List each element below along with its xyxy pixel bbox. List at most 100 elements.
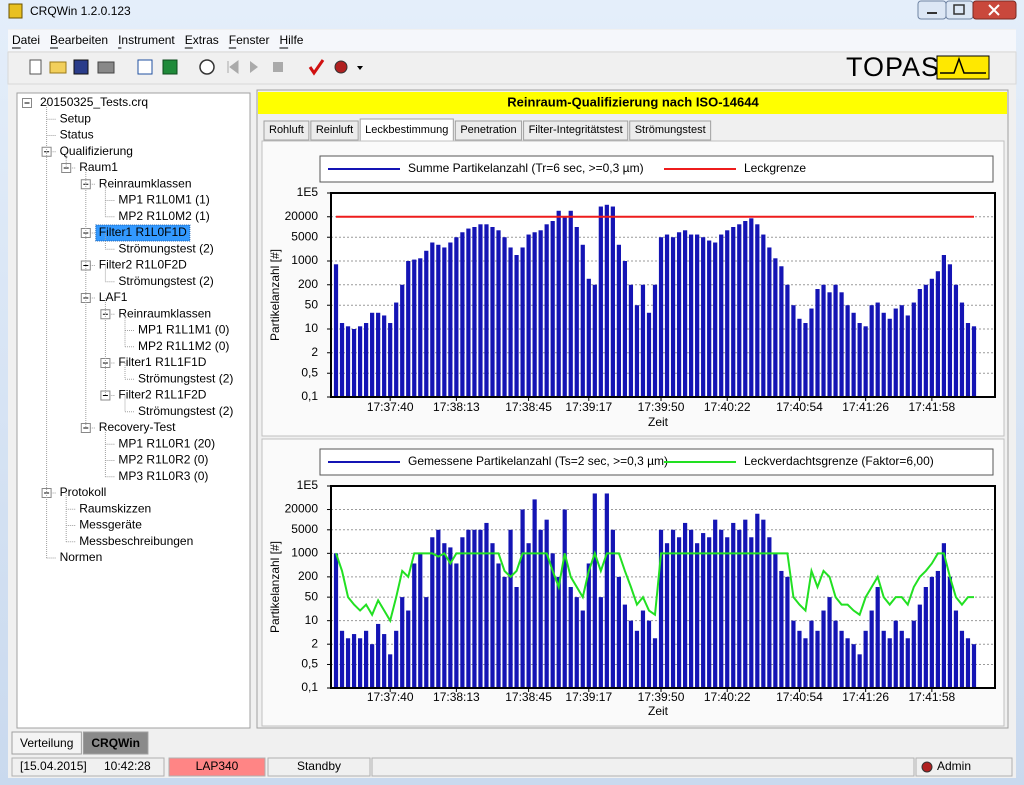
bar [556, 576, 561, 688]
tree-label[interactable]: Setup [60, 111, 92, 125]
copy-icon[interactable] [137, 59, 153, 75]
user-icon[interactable] [334, 60, 348, 74]
bar [339, 323, 345, 397]
bar [616, 576, 621, 688]
bar [803, 323, 808, 397]
open-icon[interactable] [49, 61, 67, 74]
check-icon[interactable] [308, 59, 325, 76]
excel-icon[interactable] [162, 59, 178, 75]
tree-label[interactable]: MP2 R1L1M2 (0) [138, 339, 229, 353]
status-bar [8, 756, 1016, 778]
stop-icon[interactable] [273, 62, 283, 72]
tree-label[interactable]: Strömungstest (2) [138, 371, 233, 385]
bar [773, 258, 778, 397]
menu-item[interactable]: Fenster [229, 33, 270, 47]
bar [965, 638, 971, 688]
tree-label[interactable]: LAF1 [99, 290, 128, 304]
bar [869, 305, 874, 397]
first-icon[interactable] [227, 60, 239, 74]
menu-item[interactable]: Datei [12, 33, 40, 47]
menu-item[interactable]: Extras [185, 33, 219, 47]
tree-label[interactable]: Messgeräte [79, 518, 142, 532]
y-tick-label: 1E5 [297, 478, 319, 492]
tree-label[interactable]: Normen [60, 550, 103, 564]
tab[interactable] [629, 120, 712, 141]
tab[interactable] [523, 120, 629, 141]
tree-label[interactable]: Messbeschreibungen [79, 534, 193, 548]
y-tick-label: 2 [311, 636, 318, 650]
y-tick-label: 1E5 [297, 185, 319, 199]
tree-label[interactable]: Filter1 R1L0F1D [99, 225, 187, 239]
bar [544, 519, 549, 688]
user-icon [921, 761, 933, 773]
tree-label[interactable]: Reinraumklassen [118, 306, 211, 320]
tree-label[interactable]: Protokoll [60, 485, 107, 499]
close-glyph [988, 4, 1000, 16]
tab[interactable] [263, 120, 310, 141]
print-icon[interactable] [97, 61, 115, 74]
bar [899, 630, 904, 688]
bar [911, 302, 916, 397]
tree-label[interactable]: Strömungstest (2) [118, 241, 213, 255]
bottom-tab[interactable] [82, 731, 149, 755]
bar [496, 563, 501, 688]
tree-label[interactable]: Reinraumklassen [99, 176, 192, 190]
bar [664, 543, 670, 688]
tree-label[interactable]: Filter2 R1L1F2D [118, 388, 206, 402]
bar [520, 247, 525, 397]
tree-label[interactable]: Recovery-Test [99, 420, 176, 434]
tree-label[interactable]: Strömungstest (2) [138, 404, 233, 418]
minimize-button[interactable] [917, 0, 947, 20]
menu-item[interactable]: Hilfe [279, 33, 303, 47]
tree-label[interactable]: Strömungstest (2) [118, 274, 213, 288]
tree-label[interactable]: Status [60, 128, 94, 142]
bar [363, 630, 369, 688]
timer-icon[interactable] [199, 59, 215, 75]
bar [851, 644, 856, 688]
tree-label[interactable]: MP3 R1L0R3 (0) [118, 469, 208, 483]
maximize-button[interactable] [945, 0, 974, 20]
tree-label[interactable]: Filter1 R1L1F1D [118, 355, 206, 369]
tab[interactable] [454, 120, 523, 141]
bar [905, 638, 910, 688]
y-tick-label: 20000 [285, 209, 319, 223]
x-tick-label: 17:37:40 [367, 400, 414, 414]
menu-item[interactable]: Instrument [118, 33, 175, 47]
menu-item[interactable]: Bearbeiten [50, 33, 108, 47]
tree-label[interactable]: MP2 R1L0M2 (1) [118, 209, 209, 223]
tree-label[interactable]: Raum1 [79, 160, 118, 174]
y-tick-label: 0,1 [301, 680, 318, 694]
bar [755, 513, 760, 688]
new-icon[interactable] [29, 59, 42, 75]
tree-label[interactable]: MP2 R1L0R2 (0) [118, 453, 208, 467]
bar [640, 610, 646, 688]
bar [833, 620, 838, 688]
bar [574, 597, 579, 688]
bar [857, 323, 862, 397]
bar [388, 323, 393, 397]
tree-label[interactable]: MP1 R1L0M1 (1) [118, 193, 209, 207]
bottom-tab[interactable] [11, 731, 82, 755]
bar [345, 326, 351, 397]
tab[interactable] [310, 120, 359, 141]
tree-label[interactable]: MP1 R1L1M1 (0) [138, 323, 229, 337]
line [335, 550, 974, 624]
tree-label[interactable]: Filter2 R1L0F2D [99, 258, 187, 272]
bar [737, 224, 742, 397]
dropdown-icon[interactable] [357, 66, 363, 70]
y-tick-label: 5000 [291, 229, 318, 243]
bar [418, 258, 423, 397]
tree-label[interactable]: Raumskizzen [79, 501, 151, 515]
save-icon[interactable] [73, 59, 89, 75]
bar [809, 308, 814, 397]
tree-label[interactable]: MP1 R1L0R1 (20) [118, 436, 215, 450]
tree-label[interactable]: 20150325_Tests.crq [40, 95, 148, 109]
tree-label[interactable]: Qualifizierung [60, 144, 133, 158]
bar [376, 623, 381, 688]
bar [460, 232, 465, 397]
bar [430, 242, 435, 397]
bar [454, 237, 459, 397]
bar [917, 289, 922, 397]
menu: Datei Bearbeiten Instrument Extras Fenster Hi… [12, 33, 304, 49]
play-icon[interactable] [250, 61, 258, 73]
